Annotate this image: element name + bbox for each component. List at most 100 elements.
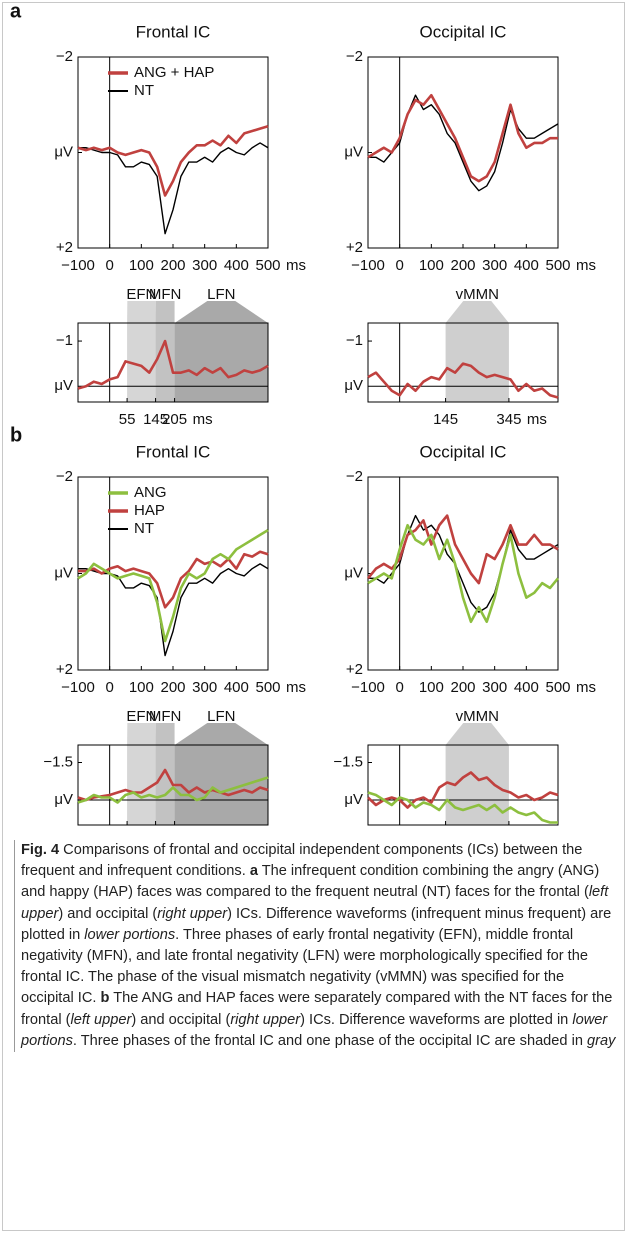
waveform bbox=[77, 768, 269, 802]
y-tick-label: μV bbox=[54, 564, 73, 581]
shaded-region bbox=[174, 745, 268, 825]
x-tick-label: 0 bbox=[395, 257, 403, 274]
x-tick-label: 145 bbox=[433, 834, 458, 835]
x-tick-label: 145 bbox=[143, 411, 168, 428]
caption-text: The ANG and HAP faces were separately co… bbox=[21, 990, 613, 1028]
x-tick-label: −100 bbox=[61, 257, 95, 274]
caption-emphasis: right upper bbox=[230, 1011, 301, 1028]
chart-title: Frontal IC bbox=[136, 442, 211, 461]
y-tick-label: μV bbox=[344, 377, 363, 394]
x-tick-label: 145 bbox=[433, 411, 458, 428]
y-tick-label: +2 bbox=[56, 239, 73, 256]
caption-emphasis: gray bbox=[587, 1032, 616, 1049]
region-label: MFN bbox=[149, 708, 182, 725]
caption-text: ) ICs. Difference waveforms (infrequent … bbox=[21, 905, 612, 943]
x-tick-label: 0 bbox=[105, 679, 113, 696]
y-tick-label: −1.5 bbox=[43, 753, 73, 770]
region-label: LFN bbox=[207, 708, 235, 725]
x-tick-label: 345 bbox=[496, 411, 521, 428]
x-tick-label: 200 bbox=[450, 679, 475, 696]
figure: a b Frontal IC−2μV+2−100 0 100 200 300 400 500… bbox=[10, 0, 596, 835]
y-tick-label: +2 bbox=[346, 661, 363, 678]
caption-text: ) and occipital ( bbox=[131, 1011, 231, 1028]
caption-text: . Three phases of the frontal IC and one… bbox=[72, 1032, 588, 1049]
caption-text: ) and occipital ( bbox=[58, 905, 158, 922]
shaded-region bbox=[155, 323, 175, 402]
x-tick-label: 300 bbox=[482, 679, 507, 696]
shaded-region bbox=[155, 745, 175, 825]
y-tick-label: −2 bbox=[56, 468, 73, 485]
x-tick-label: 0 bbox=[395, 679, 403, 696]
y-tick-label: −2 bbox=[56, 48, 73, 65]
caption-text: Comparisons of frontal and occipital ind… bbox=[21, 842, 583, 880]
x-axis-label: ms bbox=[576, 257, 596, 274]
plot-frame bbox=[367, 744, 559, 826]
plot-frame bbox=[367, 476, 559, 671]
x-tick-label: 100 bbox=[129, 257, 154, 274]
plot-frame bbox=[367, 322, 559, 403]
region-marker bbox=[445, 301, 509, 323]
y-tick-label: −1 bbox=[56, 332, 73, 349]
panel-label: b bbox=[10, 424, 22, 446]
legend-label: ANG bbox=[134, 484, 167, 501]
waveform bbox=[368, 514, 559, 613]
caption-panel: b bbox=[100, 990, 110, 1007]
y-tick-label: μV bbox=[54, 377, 73, 394]
caption-emphasis: lower portions bbox=[84, 926, 176, 943]
region-label: EFN bbox=[126, 708, 156, 725]
legend-label: ANG + HAP bbox=[134, 64, 214, 81]
region-marker bbox=[155, 301, 175, 323]
waveform bbox=[78, 563, 269, 657]
x-tick-label: 100 bbox=[129, 679, 154, 696]
caption-text: . Three phases of early frontal negativi… bbox=[21, 926, 588, 1007]
caption-emphasis: lower portions bbox=[21, 1011, 608, 1049]
caption-label: Fig. 4 bbox=[21, 842, 60, 858]
waveform bbox=[367, 93, 558, 183]
region-label: vMMN bbox=[456, 708, 499, 725]
x-tick-label: 500 bbox=[545, 257, 570, 274]
y-tick-label: μV bbox=[344, 143, 363, 160]
waveform bbox=[367, 362, 559, 399]
x-tick-label: 400 bbox=[224, 257, 249, 274]
legend-label: NT bbox=[134, 520, 154, 537]
waveform bbox=[368, 94, 559, 192]
region-label: EFN bbox=[126, 286, 156, 303]
y-tick-label: μV bbox=[344, 564, 363, 581]
waveform bbox=[77, 339, 269, 390]
x-tick-label: −100 bbox=[61, 679, 95, 696]
plot-frame bbox=[77, 476, 269, 671]
waveform bbox=[77, 776, 269, 804]
shaded-region bbox=[174, 323, 268, 402]
region-marker bbox=[174, 723, 268, 745]
legend-label: NT bbox=[134, 82, 154, 99]
legend-label: HAP bbox=[134, 502, 165, 519]
x-tick-label: 400 bbox=[514, 257, 539, 274]
x-tick-label: 500 bbox=[255, 679, 280, 696]
x-axis-label: ms bbox=[286, 257, 306, 274]
caption-emphasis: left upper bbox=[21, 884, 609, 922]
waveform bbox=[77, 124, 269, 197]
region-marker bbox=[127, 723, 156, 745]
plot-frame bbox=[367, 56, 559, 249]
x-tick-label: 500 bbox=[545, 679, 570, 696]
caption: Fig. 4 Comparisons of frontal and occipi… bbox=[14, 840, 619, 1053]
x-tick-label: 500 bbox=[255, 257, 280, 274]
y-tick-label: −1.5 bbox=[333, 753, 363, 770]
y-tick-label: +2 bbox=[346, 239, 363, 256]
y-tick-label: μV bbox=[54, 791, 73, 808]
x-tick-label: 55 bbox=[119, 834, 136, 835]
chart-title: Frontal IC bbox=[136, 22, 211, 41]
region-label: LFN bbox=[207, 286, 235, 303]
x-tick-label: 300 bbox=[192, 679, 217, 696]
waveform bbox=[78, 550, 269, 609]
caption-panel: a bbox=[249, 863, 258, 880]
x-tick-label: 205 bbox=[162, 411, 187, 428]
caption-emphasis: left upper bbox=[70, 1011, 132, 1028]
caption-text: ) ICs. Difference waveforms are plotted … bbox=[300, 1011, 573, 1028]
region-marker bbox=[155, 723, 175, 745]
x-tick-label: 205 bbox=[162, 834, 187, 835]
x-axis-label: ms bbox=[527, 834, 547, 835]
waveform bbox=[367, 791, 558, 824]
x-tick-label: 55 bbox=[119, 411, 136, 428]
